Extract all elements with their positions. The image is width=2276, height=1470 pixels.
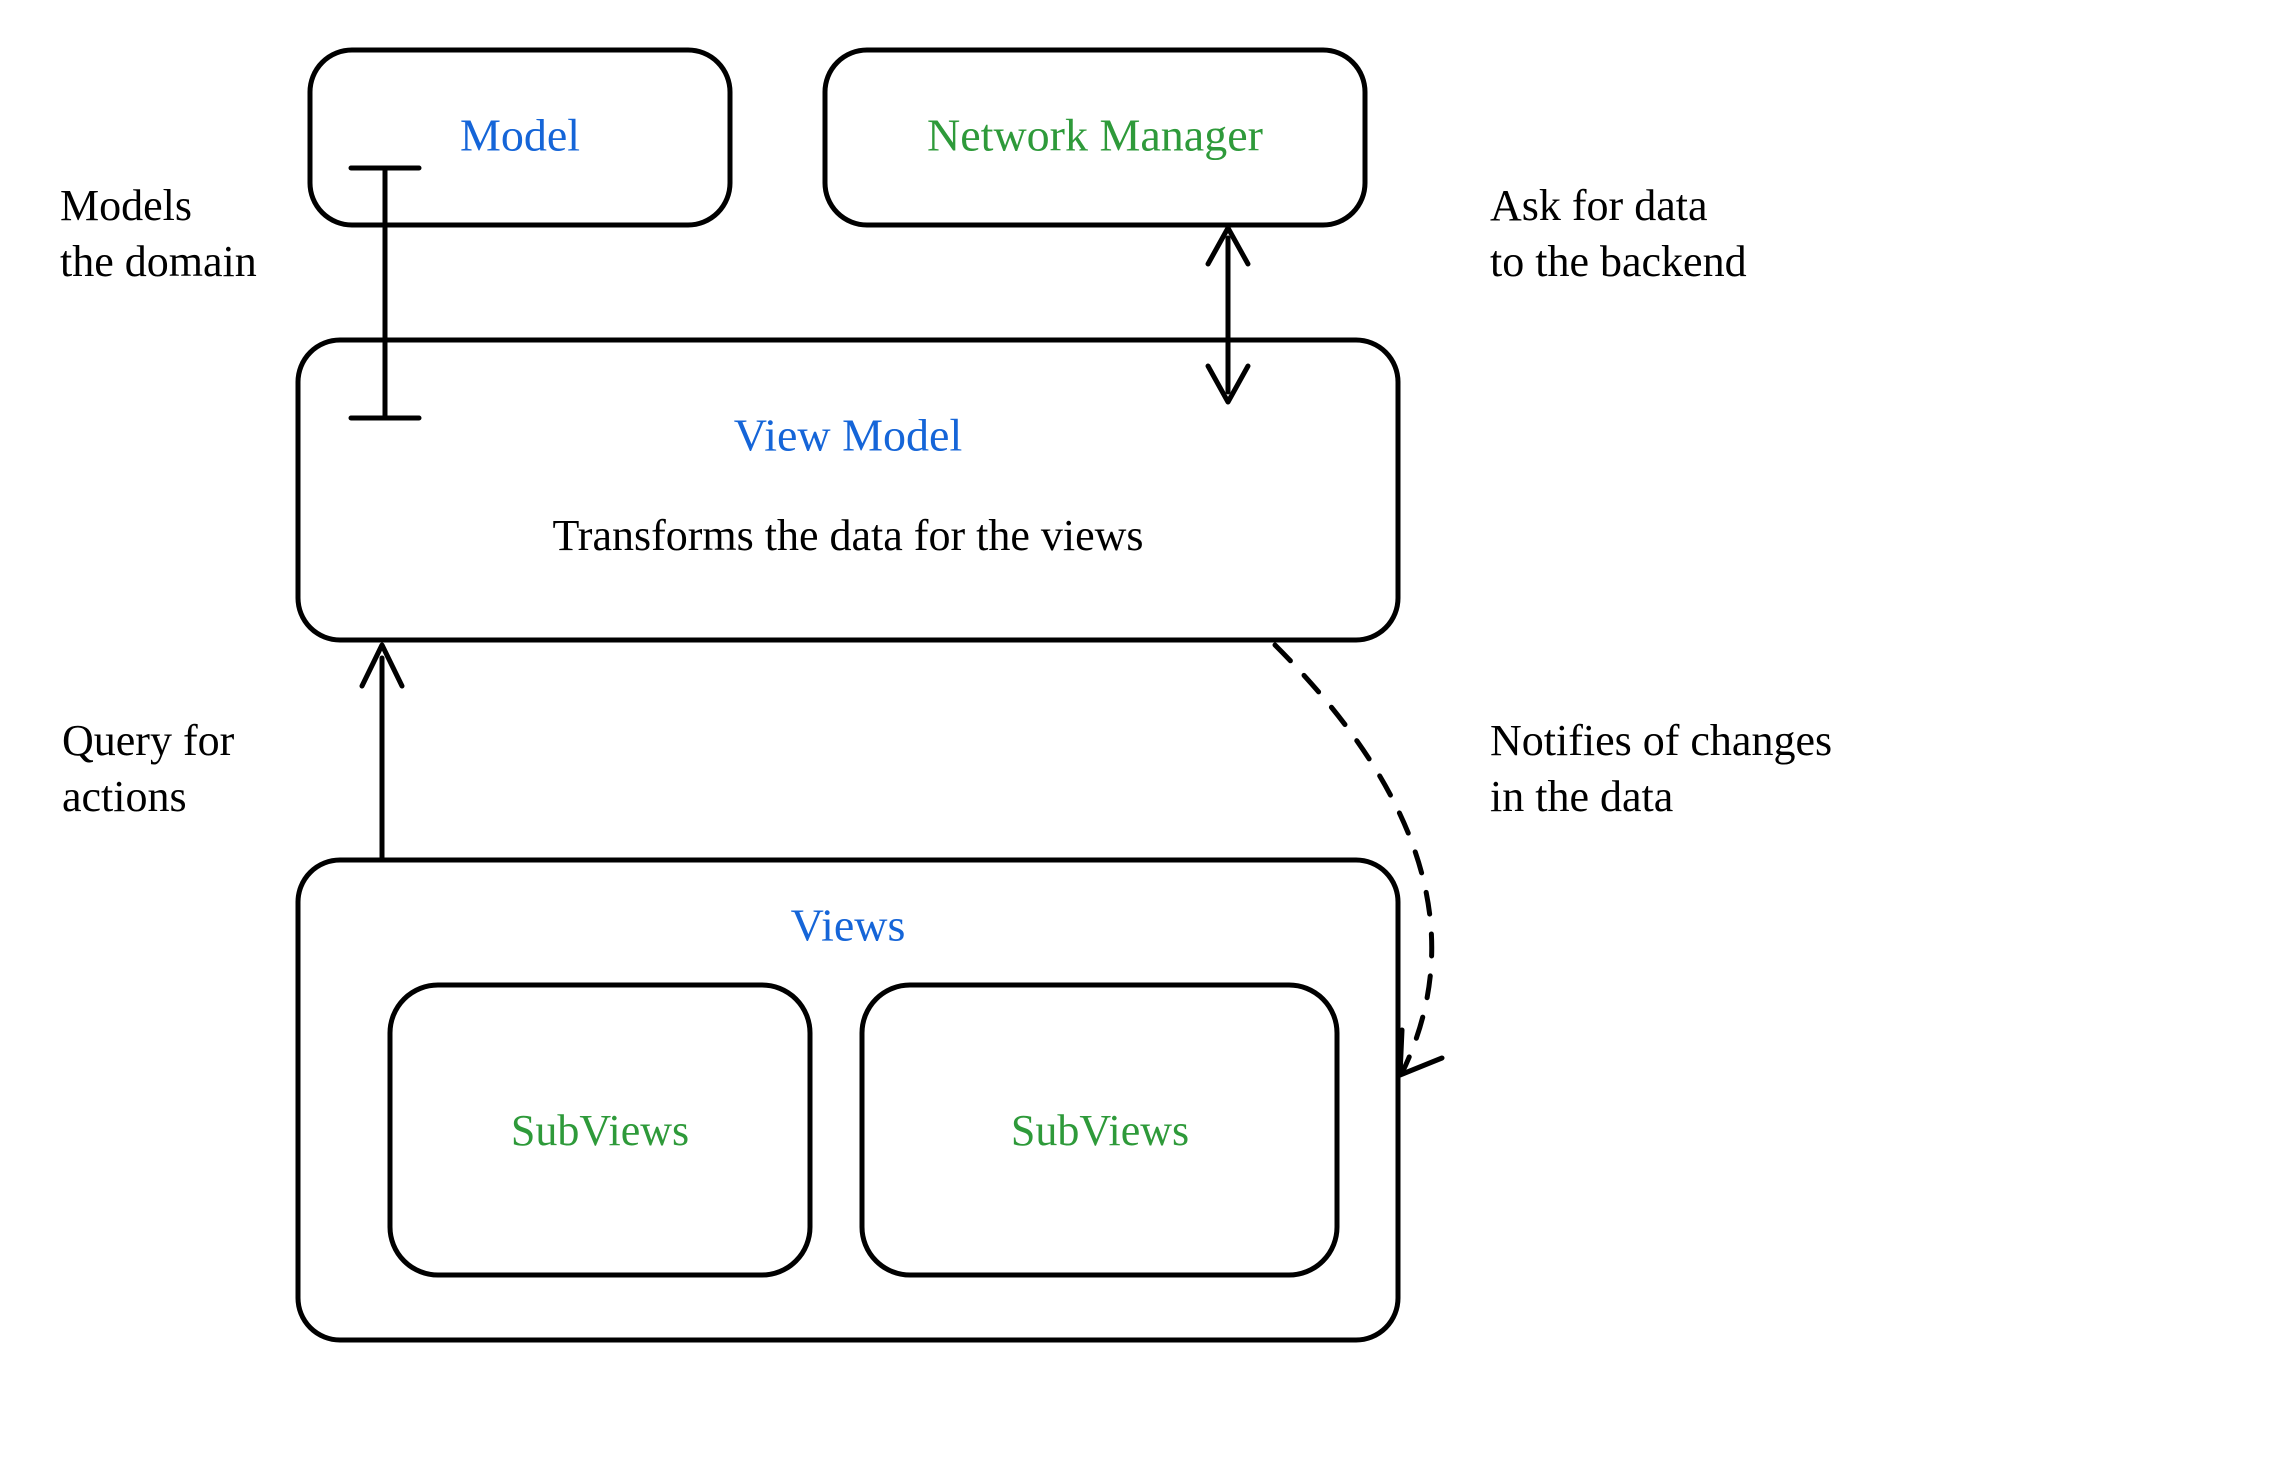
view-model-subtitle: Transforms the data for the views [552, 511, 1143, 560]
annotation-query-actions: Query for actions [62, 716, 245, 821]
annotation-models-domain: Models the domain [60, 181, 257, 286]
annotation-ask-backend: Ask for data to the backend [1490, 181, 1747, 286]
views-viewmodel-arrow [362, 645, 402, 860]
view-model-box [298, 340, 1398, 640]
views-title: Views [791, 900, 906, 951]
model-label: Model [460, 110, 580, 161]
network-manager-label: Network Manager [927, 110, 1263, 161]
view-model-title: View Model [734, 410, 962, 461]
subview-label: SubViews [1011, 1106, 1189, 1155]
networkmanager-viewmodel-arrow [1208, 228, 1248, 402]
annotation-notifies: Notifies of changes in the data [1490, 716, 1843, 821]
subview-label: SubViews [511, 1106, 689, 1155]
